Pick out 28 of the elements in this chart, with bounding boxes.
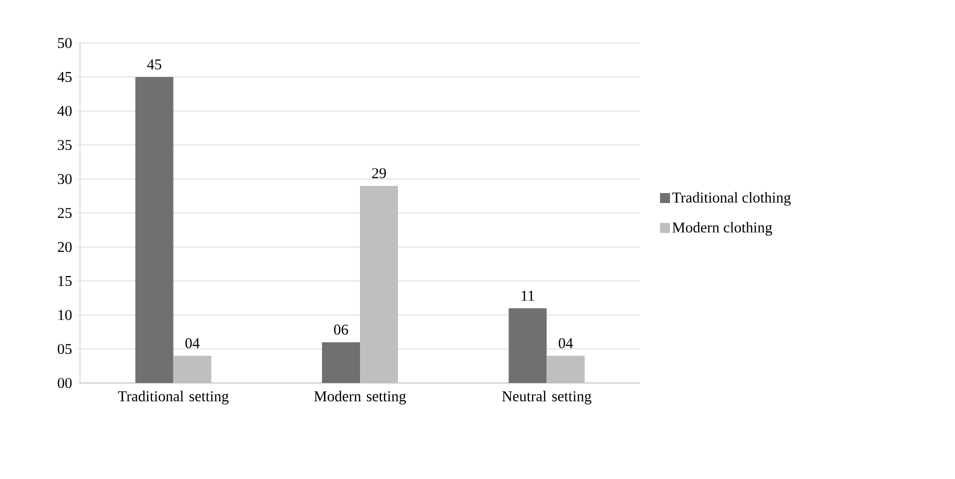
data-label: 04 (185, 338, 200, 348)
x-tick-label: Traditional setting (118, 390, 229, 404)
y-tick-label: 05 (58, 344, 72, 354)
y-tick-label: 00 (58, 378, 72, 388)
bar (173, 356, 212, 383)
data-label: 04 (558, 338, 573, 348)
data-label: 11 (522, 290, 534, 301)
bar (508, 308, 547, 383)
data-label: 29 (372, 168, 386, 178)
y-tick-label: 10 (58, 310, 72, 320)
y-tick-label: 25 (58, 208, 72, 218)
y-tick-label: 50 (58, 38, 72, 48)
bar (135, 77, 174, 383)
y-tick-label: 20 (58, 242, 72, 252)
bar (322, 342, 360, 383)
legend-label: Modern clothing (672, 222, 772, 236)
x-tick-label: Modern setting (314, 390, 406, 404)
y-tick-label: 30 (58, 174, 72, 184)
legend-label: Traditional clothing (672, 192, 791, 206)
x-tick-label: Neutral setting (502, 390, 592, 404)
y-tick-label: 40 (57, 106, 72, 116)
y-tick-label: 15 (58, 276, 72, 286)
bar (360, 186, 398, 383)
y-tick-label: 45 (57, 72, 72, 82)
y-tick-label: 35 (58, 140, 72, 150)
data-label: 45 (147, 59, 162, 70)
data-label: 06 (334, 324, 348, 335)
bar (546, 356, 585, 383)
